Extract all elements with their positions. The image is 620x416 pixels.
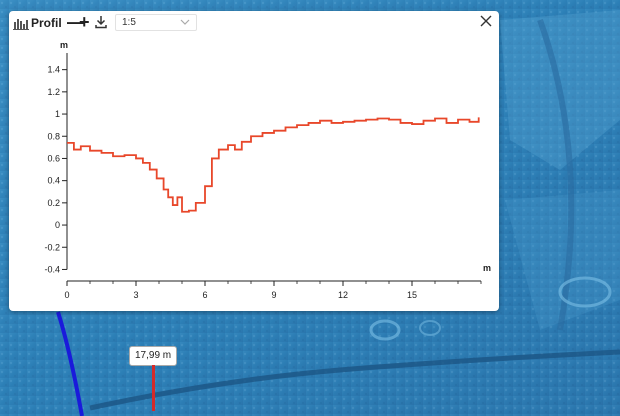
x-tick-label: 3	[133, 290, 138, 300]
x-axis-label: m	[483, 263, 491, 273]
distance-marker-label: 17,99 m	[129, 346, 178, 366]
chart-ticks: 1.4 1.2 1 0.8 0.6 0.4 0.2 0 -0.2 -0.4 0 3 6 9 12 15	[44, 65, 482, 300]
x-tick-label: 6	[202, 290, 207, 300]
close-icon[interactable]	[479, 14, 493, 28]
chevron-down-icon	[180, 19, 190, 25]
x-tick-label: 12	[338, 290, 348, 300]
y-tick-label: -0.2	[44, 242, 60, 252]
scale-value: 1:5	[122, 17, 136, 28]
zoom-in-button[interactable]: +	[79, 12, 90, 32]
y-tick-label: 1.2	[47, 87, 60, 97]
ditch-channel	[89, 349, 620, 411]
x-tick-label: 9	[271, 290, 276, 300]
download-icon[interactable]	[94, 15, 108, 29]
route-line	[56, 311, 84, 416]
y-tick-label: 1.4	[47, 65, 60, 75]
profile-position-marker	[152, 365, 155, 411]
y-tick-label: 0.6	[47, 153, 60, 163]
y-tick-label: 0.8	[47, 131, 60, 141]
scale-select[interactable]: 1:5	[115, 14, 197, 31]
profile-chart-icon	[13, 19, 29, 30]
x-tick-label: 15	[407, 290, 417, 300]
y-tick-label: 0.4	[47, 176, 60, 186]
profile-toolbar: Profil — + 1:5	[9, 11, 499, 35]
y-tick-label: 1	[55, 109, 60, 119]
panel-title: Profil	[31, 16, 62, 30]
chart-series	[67, 117, 480, 213]
y-axis-label: m	[60, 40, 68, 50]
zoom-out-button[interactable]: —	[67, 12, 85, 32]
y-tick-label: -0.4	[44, 264, 60, 274]
y-tick-label: 0.2	[47, 198, 60, 208]
elevation-profile-chart: mm 1.41.210.80.60.40.20-0.2-0.40 3 6 9 12 15	[44, 40, 491, 300]
y-tick-label: 0	[55, 220, 60, 230]
x-tick-label: 0	[64, 290, 69, 300]
chart-axes: mm	[60, 40, 491, 282]
profile-line	[67, 117, 480, 213]
